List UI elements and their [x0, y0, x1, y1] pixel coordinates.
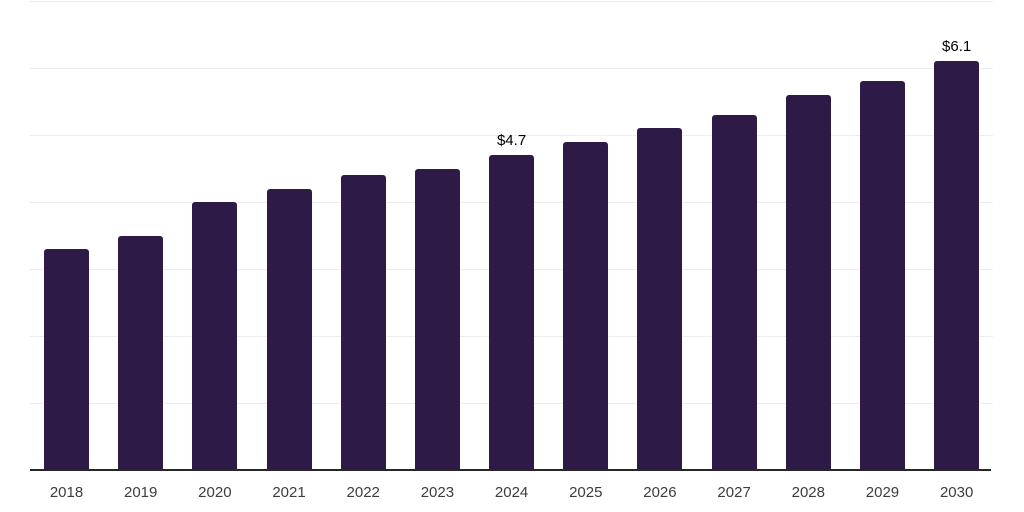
x-tick-label: 2024: [494, 484, 529, 501]
gridline: [30, 135, 993, 136]
x-tick-label: 2030: [939, 484, 974, 501]
x-tick-label: 2021: [272, 484, 306, 501]
bar: [266, 188, 312, 470]
x-tick-label: 2023: [420, 484, 455, 501]
gridline: [30, 1, 993, 2]
bar-value-label: $4.7: [496, 132, 527, 150]
bar: [934, 61, 980, 470]
x-tick-label: 2025: [569, 484, 603, 501]
x-tick-label: 2020: [198, 484, 232, 501]
bar-value-label: $6.1: [942, 38, 972, 56]
x-tick-label: 2026: [643, 484, 677, 501]
x-tick-label: 2018: [49, 484, 84, 501]
bar: [711, 114, 757, 470]
bar: [785, 94, 831, 470]
bar: [414, 168, 460, 470]
bar: [859, 81, 905, 470]
bar: [118, 235, 164, 470]
x-tick-label: 2029: [865, 484, 900, 501]
bar: [44, 248, 89, 470]
bar: [340, 175, 386, 470]
x-axis-line: [30, 469, 991, 471]
x-tick-label: 2019: [123, 484, 158, 501]
x-tick-label: 2027: [717, 484, 751, 501]
bar: [563, 141, 609, 470]
x-tick-label: 2022: [346, 484, 380, 501]
bar: [637, 128, 683, 470]
x-tick-label: 2028: [791, 484, 825, 501]
bar: [192, 202, 238, 470]
bar: [489, 155, 535, 470]
gridline: [30, 68, 993, 69]
